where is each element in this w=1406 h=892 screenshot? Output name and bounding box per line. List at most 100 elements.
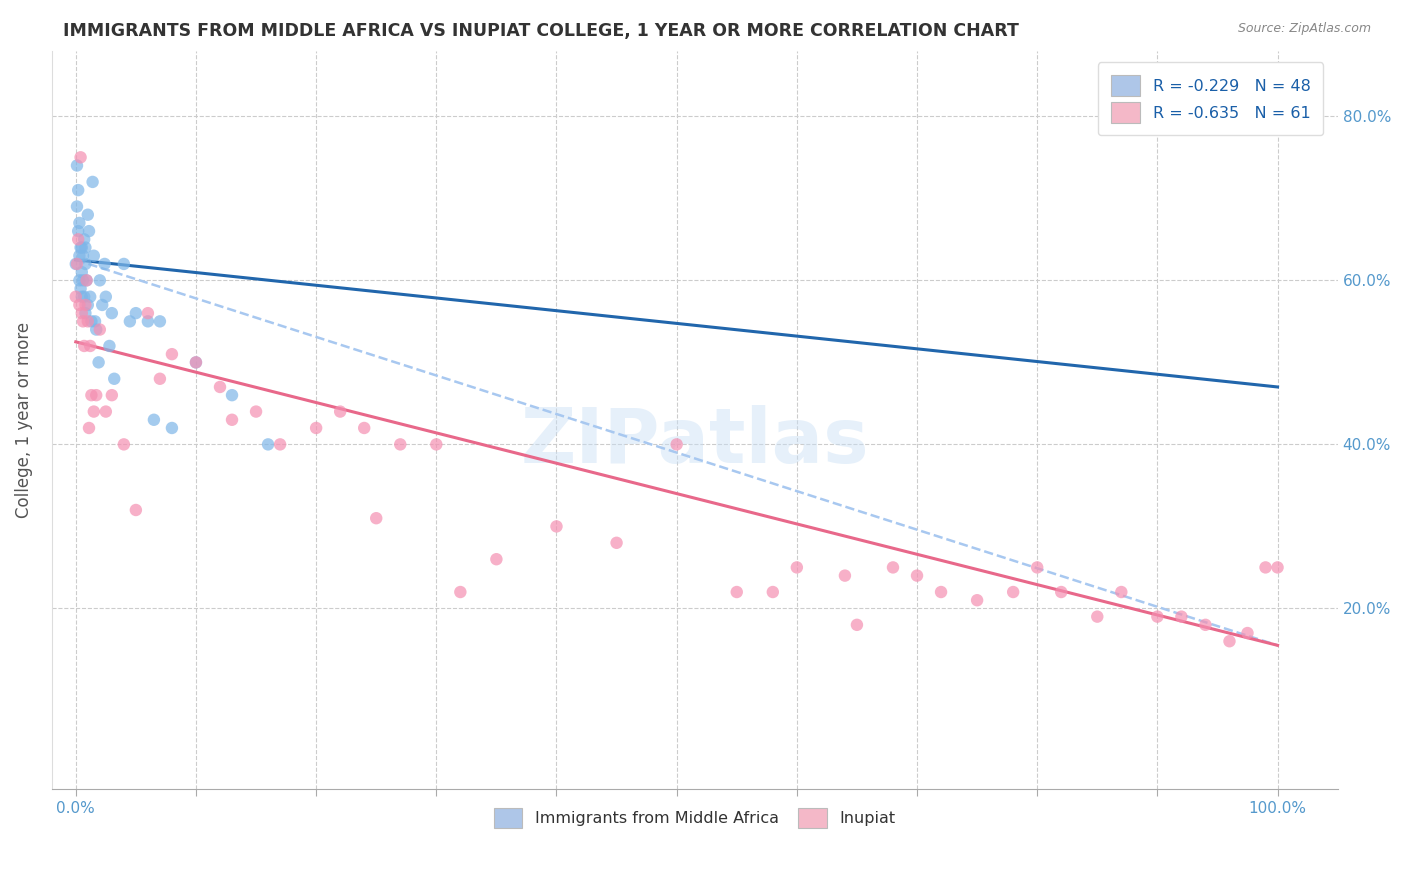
Point bbox=[75, 257, 97, 271]
Point bbox=[67, 216, 90, 230]
Point bbox=[425, 437, 447, 451]
Point bbox=[65, 290, 87, 304]
Point bbox=[125, 503, 148, 517]
Point bbox=[73, 290, 96, 304]
Point bbox=[112, 257, 135, 271]
Point bbox=[353, 421, 375, 435]
Point bbox=[84, 322, 107, 336]
Point bbox=[66, 200, 89, 214]
Point bbox=[76, 273, 98, 287]
Point bbox=[70, 241, 93, 255]
Point bbox=[69, 150, 91, 164]
Point bbox=[257, 437, 280, 451]
Point bbox=[762, 585, 785, 599]
Point bbox=[485, 552, 508, 566]
Point bbox=[305, 421, 328, 435]
Point bbox=[389, 437, 412, 451]
Point bbox=[67, 183, 90, 197]
Point bbox=[89, 273, 111, 287]
Point bbox=[118, 314, 141, 328]
Point bbox=[1111, 585, 1133, 599]
Legend: Immigrants from Middle Africa, Inupiat: Immigrants from Middle Africa, Inupiat bbox=[485, 800, 904, 837]
Point bbox=[1002, 585, 1025, 599]
Point bbox=[221, 388, 243, 402]
Point bbox=[1050, 585, 1073, 599]
Point bbox=[103, 372, 125, 386]
Point bbox=[101, 306, 124, 320]
Point bbox=[75, 298, 97, 312]
Point bbox=[1236, 626, 1258, 640]
Text: IMMIGRANTS FROM MIDDLE AFRICA VS INUPIAT COLLEGE, 1 YEAR OR MORE CORRELATION CHA: IMMIGRANTS FROM MIDDLE AFRICA VS INUPIAT… bbox=[63, 22, 1019, 40]
Point bbox=[725, 585, 748, 599]
Point bbox=[84, 388, 107, 402]
Point bbox=[98, 339, 121, 353]
Point bbox=[221, 413, 243, 427]
Point bbox=[882, 560, 904, 574]
Point bbox=[66, 159, 89, 173]
Point bbox=[70, 306, 93, 320]
Point bbox=[83, 249, 105, 263]
Point bbox=[73, 339, 96, 353]
Point bbox=[1170, 609, 1192, 624]
Point bbox=[606, 536, 628, 550]
Text: Source: ZipAtlas.com: Source: ZipAtlas.com bbox=[1237, 22, 1371, 36]
Point bbox=[72, 314, 94, 328]
Point bbox=[69, 281, 91, 295]
Point bbox=[208, 380, 231, 394]
Point bbox=[76, 208, 98, 222]
Point bbox=[67, 298, 90, 312]
Y-axis label: College, 1 year or more: College, 1 year or more bbox=[15, 322, 32, 518]
Point bbox=[70, 290, 93, 304]
Point bbox=[93, 257, 115, 271]
Point bbox=[665, 437, 688, 451]
Point bbox=[142, 413, 165, 427]
Point bbox=[67, 232, 90, 246]
Point bbox=[84, 314, 107, 328]
Text: ZIPatlas: ZIPatlas bbox=[520, 405, 869, 479]
Point bbox=[366, 511, 388, 525]
Point bbox=[82, 175, 104, 189]
Point bbox=[160, 421, 183, 435]
Point bbox=[160, 347, 183, 361]
Point bbox=[79, 290, 101, 304]
Point bbox=[1194, 617, 1216, 632]
Point bbox=[75, 306, 97, 320]
Point bbox=[112, 437, 135, 451]
Point bbox=[1146, 609, 1168, 624]
Point bbox=[69, 241, 91, 255]
Point bbox=[1026, 560, 1049, 574]
Point bbox=[67, 273, 90, 287]
Point bbox=[136, 306, 159, 320]
Point bbox=[1085, 609, 1108, 624]
Point bbox=[75, 241, 97, 255]
Point bbox=[89, 322, 111, 336]
Point bbox=[83, 404, 105, 418]
Point bbox=[80, 388, 103, 402]
Point bbox=[269, 437, 291, 451]
Point bbox=[77, 421, 100, 435]
Point bbox=[67, 224, 90, 238]
Point bbox=[125, 306, 148, 320]
Point bbox=[184, 355, 207, 369]
Point bbox=[546, 519, 568, 533]
Point bbox=[65, 257, 87, 271]
Point bbox=[245, 404, 267, 418]
Point bbox=[73, 232, 96, 246]
Point bbox=[1218, 634, 1240, 648]
Point bbox=[929, 585, 952, 599]
Point bbox=[66, 257, 89, 271]
Point bbox=[834, 568, 856, 582]
Point bbox=[149, 314, 172, 328]
Point bbox=[94, 404, 117, 418]
Point bbox=[136, 314, 159, 328]
Point bbox=[76, 273, 98, 287]
Point bbox=[79, 339, 101, 353]
Point bbox=[786, 560, 808, 574]
Point bbox=[67, 249, 90, 263]
Point bbox=[184, 355, 207, 369]
Point bbox=[72, 273, 94, 287]
Point bbox=[101, 388, 124, 402]
Point bbox=[87, 355, 110, 369]
Point bbox=[80, 314, 103, 328]
Point bbox=[76, 314, 98, 328]
